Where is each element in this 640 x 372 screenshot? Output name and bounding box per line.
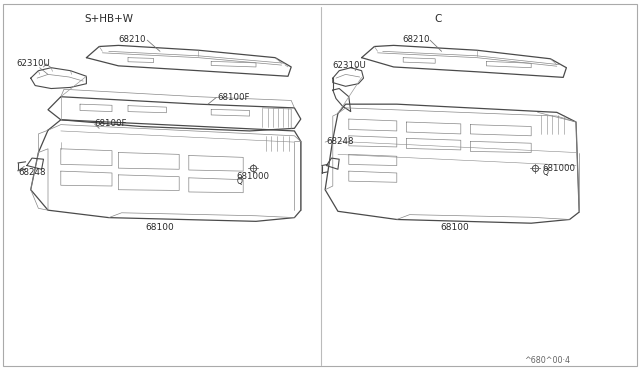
Text: 62310U: 62310U bbox=[333, 61, 367, 70]
Text: ^680^00·4: ^680^00·4 bbox=[524, 356, 570, 365]
Text: 68100F: 68100F bbox=[95, 119, 127, 128]
Text: Q: Q bbox=[543, 169, 548, 177]
Text: 68248: 68248 bbox=[18, 169, 45, 177]
Text: Q: Q bbox=[237, 177, 243, 186]
Text: 68100F: 68100F bbox=[218, 93, 250, 102]
Text: 68100: 68100 bbox=[440, 223, 468, 232]
Text: 68210: 68210 bbox=[118, 35, 146, 44]
Text: 68248: 68248 bbox=[326, 137, 354, 146]
Text: 681000: 681000 bbox=[543, 164, 576, 173]
Text: 681000: 681000 bbox=[237, 172, 270, 181]
Text: 68100: 68100 bbox=[146, 223, 174, 232]
Text: S+HB+W: S+HB+W bbox=[84, 14, 133, 23]
Text: 68210: 68210 bbox=[402, 35, 429, 44]
Text: C: C bbox=[435, 14, 442, 23]
Text: 62310U: 62310U bbox=[16, 59, 50, 68]
